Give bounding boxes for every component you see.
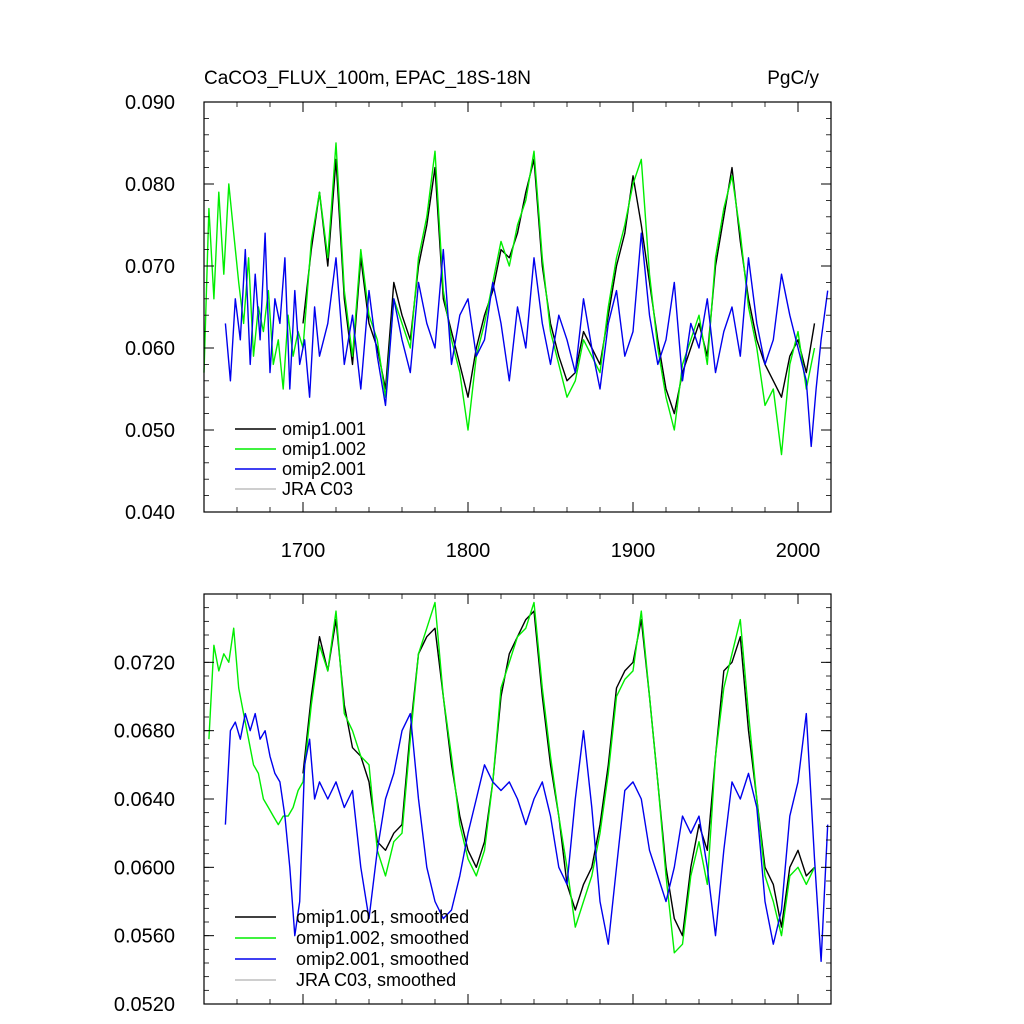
top-y-tick-label: 0.080 — [125, 174, 175, 196]
top-y-tick-label: 0.050 — [125, 420, 175, 442]
bottom-axes: 0.0520 0.0560 0.0600 0.0640 0.0680 0.0720 — [114, 593, 832, 1016]
bottom-y-tick-label: 0.0640 — [114, 789, 175, 811]
top-x-tick-label: 1700 — [281, 540, 326, 562]
top-plot-frame — [203, 101, 832, 513]
bottom-legend-label: omip1.001, smoothed — [296, 907, 469, 927]
top-x-tick-label: 1800 — [446, 540, 491, 562]
top-axes: 0.040 0.050 0.060 0.070 0.080 0.090 1700 1800 19… — [125, 92, 832, 562]
bottom-legend-label: omip2.001, smoothed — [296, 949, 469, 969]
bottom-series-omip1-001-smoothed — [302, 610, 816, 937]
bottom-plot-frame — [203, 593, 832, 1005]
top-y-tick-label: 0.040 — [125, 502, 175, 524]
top-series-omip1-001 — [302, 158, 816, 415]
bottom-y-tick-label: 0.0520 — [114, 994, 175, 1016]
bottom-series-omip1-002-smoothed — [208, 601, 816, 954]
top-panel-title: CaCO3_FLUX_100m, EPAC_18S-18N — [204, 68, 531, 89]
bottom-series-layer — [208, 601, 829, 962]
bottom-legend-label: JRA C03, smoothed — [296, 970, 456, 990]
top-legend-label: omip2.001 — [282, 459, 366, 479]
top-legend-label: omip1.002 — [282, 439, 366, 459]
top-legend-label: omip1.001 — [282, 419, 366, 439]
top-x-tick-label: 1900 — [611, 540, 656, 562]
bottom-legend-label: omip1.002, smoothed — [296, 928, 469, 948]
top-x-tick-label: 2000 — [776, 540, 821, 562]
top-y-tick-label: 0.060 — [125, 338, 175, 360]
bottom-y-tick-label: 0.0600 — [114, 857, 175, 879]
bottom-y-tick-label: 0.0720 — [114, 652, 175, 674]
top-series-omip2-001 — [224, 232, 829, 448]
bottom-series-omip2-001-smoothed — [224, 712, 829, 962]
top-legend-label: JRA C03 — [282, 479, 353, 499]
bottom-y-tick-label: 0.0560 — [114, 926, 175, 948]
top-panel-units: PgC/y — [767, 68, 819, 89]
top-panel: CaCO3_FLUX_100m, EPAC_18S-18N PgC/y omip… — [125, 68, 832, 562]
bottom-y-tick-label: 0.0680 — [114, 721, 175, 743]
top-series-layer — [203, 142, 829, 456]
top-y-tick-label: 0.070 — [125, 256, 175, 278]
top-y-tick-label: 0.090 — [125, 92, 175, 114]
